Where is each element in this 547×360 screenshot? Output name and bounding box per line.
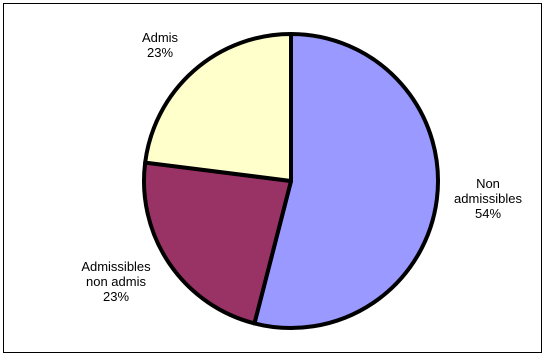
pie-slice-non-admissibles [252,32,440,330]
pie-slice-admis [143,32,293,183]
slice-label-admissibles-non-admis: Admissibles non admis 23% [81,259,151,304]
slice-label-non-admissibles: Non admissibles 54% [454,176,522,221]
pie-slice-admissibles-non-admis [142,160,293,326]
slice-label-admis: Admis 23% [142,30,179,60]
